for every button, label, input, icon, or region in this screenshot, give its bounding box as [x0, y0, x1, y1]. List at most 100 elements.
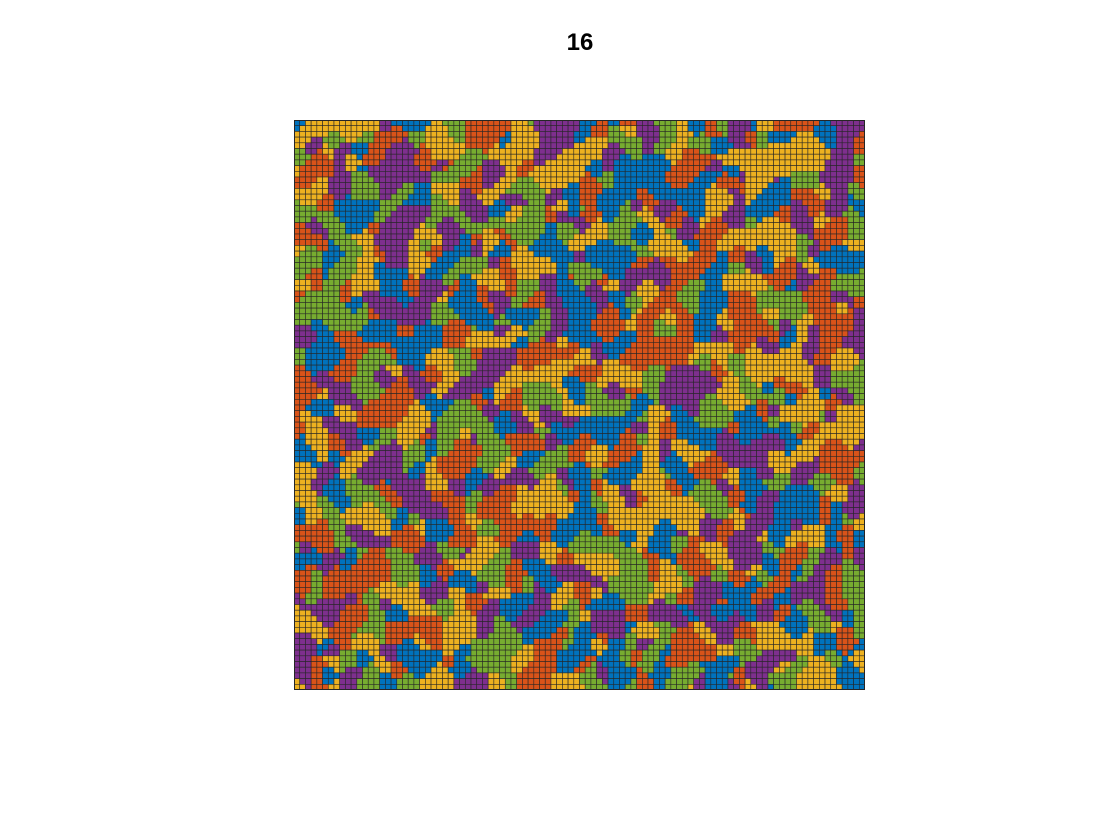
- lattice-cell: [385, 153, 392, 161]
- lattice-cell: [807, 245, 814, 252]
- lattice-cell: [807, 290, 814, 297]
- lattice-cell: [453, 324, 460, 332]
- lattice-cell: [419, 267, 426, 275]
- lattice-cell: [556, 193, 563, 201]
- lattice-cell: [322, 296, 329, 303]
- lattice-cell: [385, 324, 392, 332]
- lattice-cell: [813, 233, 820, 240]
- lattice-cell: [647, 256, 655, 263]
- lattice-cell: [733, 136, 740, 144]
- lattice-cell: [413, 136, 420, 144]
- lattice-cell: [813, 245, 820, 252]
- lattice-cell: [356, 347, 363, 354]
- lattice-cell: [699, 285, 706, 292]
- lattice-cell: [373, 279, 380, 286]
- lattice-cell: [556, 188, 563, 195]
- lattice-cell: [459, 199, 466, 206]
- lattice-cell: [425, 256, 432, 263]
- lattice-cell: [676, 279, 683, 286]
- lattice-cell: [779, 381, 786, 389]
- lattice-cell: [310, 285, 318, 292]
- lattice-cell: [533, 199, 540, 206]
- lattice-cell: [533, 336, 540, 343]
- lattice-cell: [447, 250, 455, 258]
- lattice-cell: [402, 125, 409, 132]
- lattice-cell: [305, 398, 312, 406]
- lattice-cell: [602, 233, 609, 240]
- lattice-cell: [836, 296, 843, 303]
- lattice-cell: [824, 233, 832, 240]
- lattice-cell: [739, 364, 746, 372]
- lattice-cell: [522, 188, 529, 195]
- lattice-cell: [367, 347, 375, 354]
- lattice-cell: [773, 182, 780, 189]
- lattice-cell: [653, 313, 660, 320]
- lattice-cell: [447, 313, 455, 320]
- lattice-cell: [465, 319, 472, 326]
- lattice-cell: [721, 125, 729, 132]
- lattice-cell: [367, 285, 375, 292]
- lattice-cell: [407, 159, 415, 166]
- lattice-cell: [676, 359, 683, 366]
- lattice-cell: [642, 136, 649, 144]
- lattice-cell: [824, 330, 832, 337]
- lattice-cell: [550, 256, 557, 263]
- lattice-cell: [716, 131, 723, 138]
- lattice-cell: [653, 210, 660, 218]
- lattice-cell: [796, 307, 803, 315]
- lattice-cell: [676, 307, 683, 315]
- lattice-cell: [482, 364, 489, 372]
- lattice-cell: [830, 228, 837, 235]
- lattice-cell: [739, 307, 746, 315]
- lattice-cell: [670, 176, 677, 183]
- lattice-cell: [756, 188, 763, 195]
- lattice-cell: [716, 148, 723, 155]
- lattice-cell: [642, 302, 649, 309]
- lattice-cell: [476, 381, 483, 389]
- lattice-cell: [790, 353, 797, 360]
- lattice-cell: [761, 393, 769, 400]
- lattice-cell: [407, 353, 415, 360]
- lattice-cell: [373, 165, 380, 172]
- lattice-cell: [779, 336, 786, 343]
- lattice-cell: [516, 142, 523, 149]
- lattice-cell: [819, 336, 826, 343]
- lattice-cell: [504, 142, 512, 149]
- lattice-cell: [453, 188, 460, 195]
- lattice-cell: [841, 370, 849, 377]
- lattice-cell: [362, 136, 369, 144]
- lattice-cell: [699, 364, 706, 372]
- lattice-cell: [539, 364, 546, 372]
- lattice-cell: [699, 376, 706, 383]
- lattice-cell: [704, 302, 712, 309]
- lattice-cell: [362, 165, 369, 172]
- lattice-cell: [327, 222, 335, 229]
- lattice-cell: [613, 364, 620, 372]
- lattice-cell: [807, 296, 814, 303]
- lattice-cell: [664, 239, 672, 246]
- lattice-cell: [362, 148, 369, 155]
- lattice-cell: [499, 199, 506, 206]
- lattice-cell: [619, 193, 626, 201]
- lattice-cell: [744, 250, 752, 258]
- lattice-cell: [367, 142, 375, 149]
- lattice-cell: [447, 273, 455, 280]
- lattice-cell: [596, 176, 603, 183]
- lattice-cell: [664, 290, 672, 297]
- lattice-cell: [379, 210, 386, 218]
- lattice-cell: [533, 353, 540, 360]
- lattice-cell: [579, 233, 586, 240]
- lattice-cell: [664, 228, 672, 235]
- lattice-cell: [356, 290, 363, 297]
- lattice-cell: [773, 153, 780, 161]
- lattice-cell: [453, 296, 460, 303]
- lattice-cell: [333, 290, 340, 297]
- lattice-cell: [430, 273, 438, 280]
- lattice-cell: [756, 125, 763, 132]
- lattice-cell: [659, 245, 666, 252]
- lattice-cell: [516, 210, 523, 218]
- lattice-cell: [539, 182, 546, 189]
- lattice-cell: [310, 370, 318, 377]
- lattice-cell: [339, 342, 346, 349]
- lattice-cell: [824, 148, 832, 155]
